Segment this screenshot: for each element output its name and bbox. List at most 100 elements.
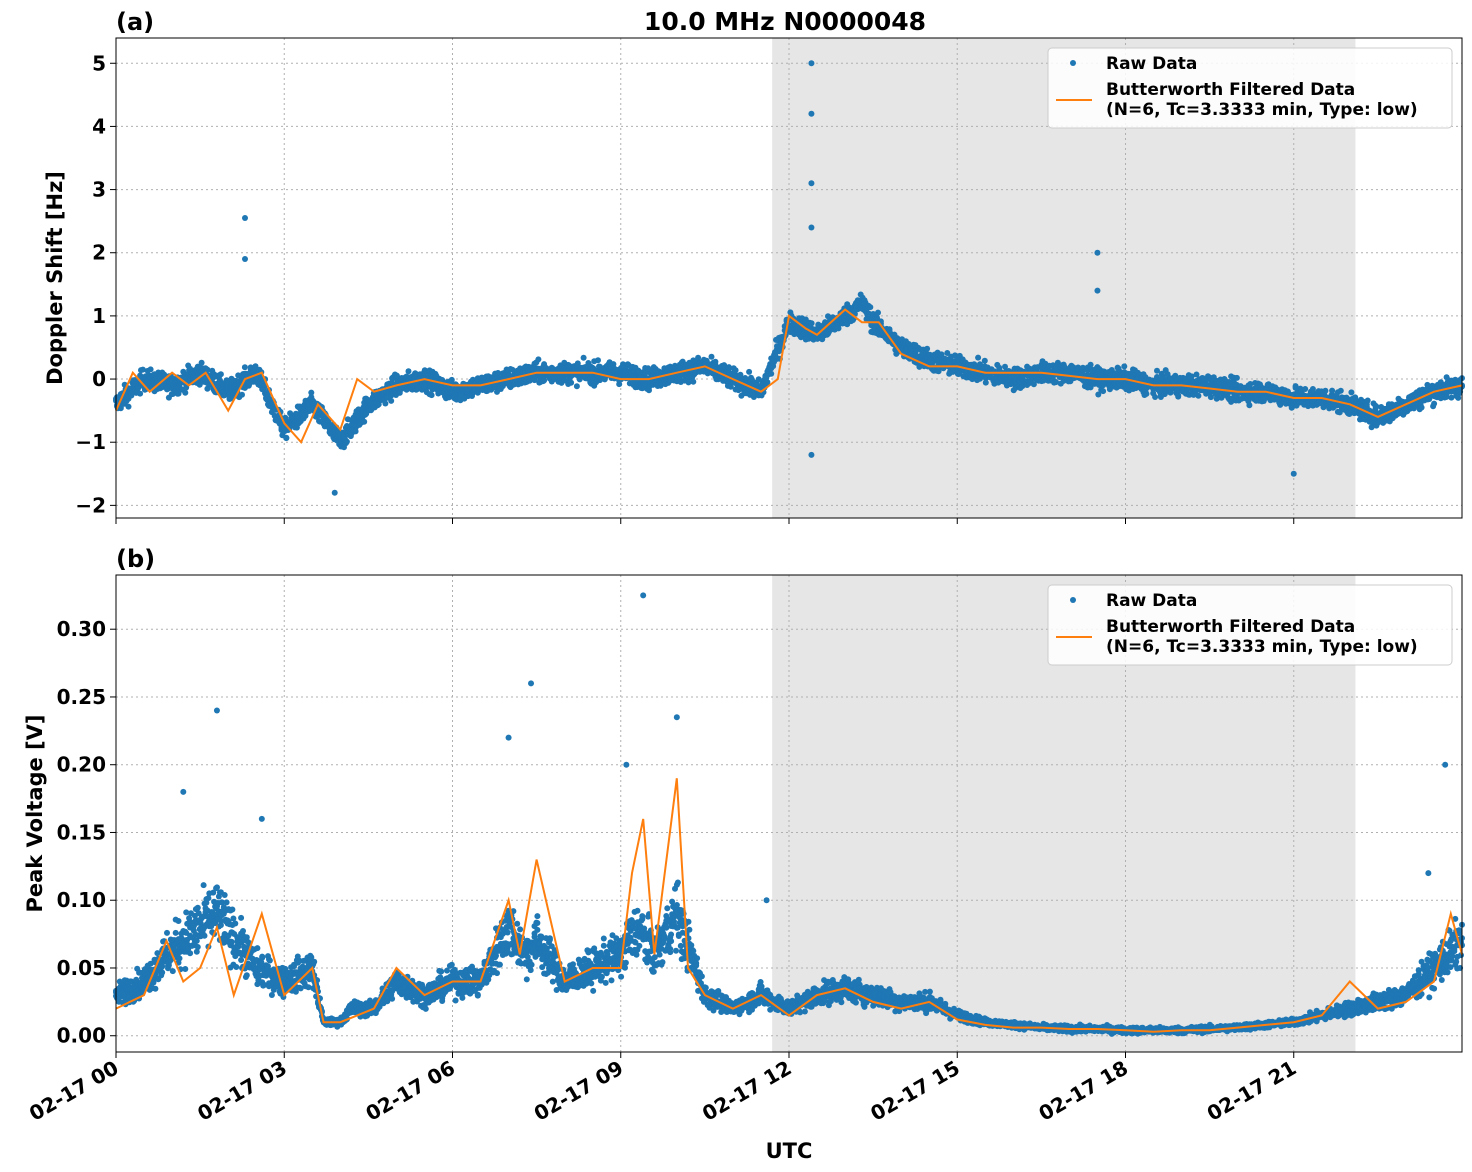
y-tick-label: 0 <box>92 367 106 391</box>
raw-data-point <box>241 364 248 371</box>
raw-data-point <box>194 944 201 950</box>
raw-data-point <box>1175 393 1182 400</box>
raw-data-point <box>975 354 982 361</box>
raw-data-point <box>169 968 176 975</box>
raw-data-point <box>176 955 183 962</box>
a-panel-label: (a) <box>116 8 154 36</box>
raw-data-point <box>228 938 235 945</box>
raw-data-point <box>254 945 261 952</box>
raw-data-point <box>175 918 182 924</box>
raw-data-point <box>835 325 842 332</box>
raw-data-point <box>982 379 989 386</box>
y-tick-label: 5 <box>92 51 106 75</box>
raw-outlier-point <box>808 451 815 458</box>
raw-data-point <box>240 928 246 934</box>
raw-data-point <box>808 320 815 327</box>
raw-data-point <box>198 359 205 366</box>
raw-data-point <box>311 958 318 965</box>
raw-data-point <box>217 922 224 929</box>
raw-data-point <box>1143 390 1150 397</box>
raw-data-point <box>375 401 382 408</box>
raw-outlier-point <box>331 489 338 496</box>
raw-data-point <box>200 882 207 889</box>
y-tick-label: 4 <box>92 114 106 138</box>
raw-data-point <box>182 966 189 972</box>
raw-data-point <box>201 932 208 939</box>
raw-data-point <box>259 954 266 961</box>
raw-data-point <box>238 957 245 963</box>
raw-data-point <box>137 390 144 397</box>
raw-data-point <box>1348 389 1355 396</box>
raw-outlier-point <box>1094 287 1101 294</box>
chart-title: 10.0 MHz N0000048 <box>644 7 926 36</box>
y-tick-label: 3 <box>92 178 106 202</box>
raw-data-point <box>221 892 228 898</box>
raw-data-point <box>159 969 166 976</box>
raw-data-point <box>867 304 874 311</box>
raw-data-point <box>535 356 542 363</box>
raw-data-point <box>1195 392 1202 399</box>
raw-data-point <box>352 428 359 435</box>
panel-a: −2 −1 0 1 2 3 4 5 Doppler Shift [Hz] (a) 10.0 M… <box>43 7 1465 524</box>
legend-filtered-params: (N=6, Tc=3.3333 min, Type: low) <box>1106 100 1418 120</box>
raw-outlier-point <box>808 60 815 67</box>
raw-data-point <box>708 353 715 360</box>
raw-data-point <box>393 372 400 379</box>
raw-data-point <box>252 363 259 370</box>
raw-data-point <box>1100 388 1107 395</box>
raw-data-point <box>746 368 753 375</box>
raw-data-point <box>1302 386 1309 392</box>
raw-data-point <box>1418 404 1425 411</box>
raw-data-point <box>187 950 194 957</box>
raw-data-point <box>388 397 395 404</box>
raw-data-point <box>175 390 182 397</box>
a-y-axis-label: Doppler Shift [Hz] <box>43 171 67 385</box>
y-tick-label: 2 <box>92 241 106 265</box>
raw-data-point <box>568 379 575 386</box>
raw-data-point <box>875 309 881 316</box>
raw-data-point <box>1329 387 1336 394</box>
raw-data-point <box>147 366 154 373</box>
raw-data-point <box>580 354 587 361</box>
raw-data-point <box>595 357 601 364</box>
raw-outlier-point <box>1094 249 1101 256</box>
legend-raw-marker <box>1070 60 1076 66</box>
y-tick-label: −2 <box>75 493 106 517</box>
raw-data-point <box>172 929 179 936</box>
raw-data-point <box>239 391 245 398</box>
raw-data-point <box>1246 402 1253 409</box>
raw-data-point <box>229 906 236 913</box>
raw-outlier-point <box>241 256 248 263</box>
raw-data-point <box>1233 374 1240 381</box>
raw-data-point <box>405 368 412 375</box>
raw-data-point <box>233 964 240 970</box>
raw-data-point <box>343 438 350 445</box>
a-y-ticks: −2 −1 0 1 2 3 4 5 <box>75 51 116 517</box>
raw-outlier-point <box>808 180 815 187</box>
raw-data-point <box>204 366 211 373</box>
raw-data-point <box>732 367 739 374</box>
raw-data-point <box>1431 400 1438 407</box>
raw-data-point <box>1152 394 1159 400</box>
raw-data-point <box>194 904 201 911</box>
y-tick-label: −1 <box>75 430 106 454</box>
legend-raw-label: Raw Data <box>1106 54 1197 74</box>
raw-outlier-point <box>808 110 815 117</box>
raw-data-point <box>1364 397 1371 404</box>
raw-data-point <box>1121 363 1128 370</box>
raw-outlier-point <box>808 224 815 231</box>
raw-data-point <box>981 357 988 364</box>
raw-data-point <box>382 400 389 407</box>
raw-data-point <box>214 884 220 891</box>
raw-outlier-point <box>1290 470 1297 477</box>
raw-data-point <box>268 992 275 998</box>
a-x-ticks <box>115 518 1295 524</box>
raw-data-point <box>361 418 368 425</box>
raw-data-point <box>266 957 273 964</box>
y-tick-label: 1 <box>92 304 106 328</box>
raw-data-point <box>217 371 224 378</box>
raw-data-point <box>1337 387 1344 394</box>
raw-data-point <box>182 389 189 396</box>
raw-data-point <box>448 376 455 383</box>
